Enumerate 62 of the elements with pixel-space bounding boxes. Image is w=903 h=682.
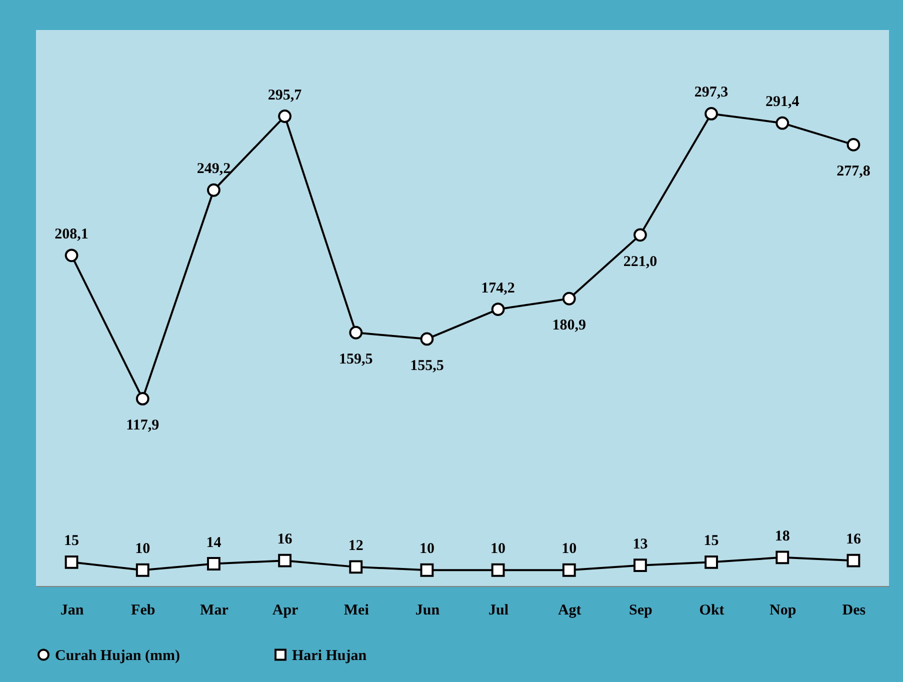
x-tick-label: Agt xyxy=(558,602,582,618)
x-tick-label: Okt xyxy=(699,602,724,618)
data-label: 10 xyxy=(135,541,150,558)
data-label: 155,5 xyxy=(410,358,444,374)
x-tick-label: Nop xyxy=(770,602,796,618)
point xyxy=(420,332,434,346)
data-label: 180,9 xyxy=(552,318,586,334)
x-tick-label: Jun xyxy=(415,602,440,618)
point xyxy=(846,138,860,152)
x-tick-label: Feb xyxy=(131,602,156,618)
point xyxy=(136,392,150,406)
point xyxy=(349,560,363,574)
x-tick-label: Jul xyxy=(488,602,509,618)
point xyxy=(491,302,505,316)
x-tick-label: Des xyxy=(842,602,866,618)
point xyxy=(562,563,576,577)
data-label: 13 xyxy=(632,536,648,552)
point xyxy=(846,554,860,568)
point xyxy=(634,228,647,242)
point xyxy=(704,555,718,569)
data-label: 297,3 xyxy=(694,84,728,101)
data-label: 18 xyxy=(774,528,790,544)
data-label: 15 xyxy=(64,533,80,550)
data-label: 291,4 xyxy=(766,94,800,110)
x-tick-label: Mei xyxy=(344,602,369,618)
point xyxy=(136,563,150,577)
data-label: 15 xyxy=(704,533,719,550)
point xyxy=(776,550,790,564)
point xyxy=(776,116,790,130)
data-label: 10 xyxy=(490,541,506,558)
point xyxy=(634,558,647,572)
data-label: 249,2 xyxy=(196,161,231,178)
point xyxy=(207,557,220,570)
x-tick-label: Jan xyxy=(60,602,84,618)
data-label: 295,7 xyxy=(268,87,302,104)
data-label: 277,8 xyxy=(836,164,870,180)
legend-label: Curah Hujan (mm) xyxy=(55,648,180,664)
data-label: 221,0 xyxy=(623,254,658,270)
point xyxy=(278,554,292,568)
point xyxy=(491,563,505,577)
data-label: 159,5 xyxy=(339,352,373,368)
x-tick-label: Sep xyxy=(629,602,652,618)
point xyxy=(349,326,363,340)
data-label: 14 xyxy=(206,534,222,551)
data-label: 117,9 xyxy=(126,418,160,434)
point xyxy=(64,555,78,569)
data-label: 16 xyxy=(277,532,293,548)
point xyxy=(207,183,220,197)
data-label: 12 xyxy=(348,538,364,554)
data-label: 16 xyxy=(846,532,862,548)
data-label: 208,1 xyxy=(54,226,88,242)
point xyxy=(420,563,434,577)
data-label: 10 xyxy=(562,541,577,558)
point xyxy=(278,110,292,123)
point xyxy=(562,292,576,306)
point xyxy=(64,248,78,262)
point xyxy=(704,107,718,120)
x-tick-label: Apr xyxy=(272,602,299,618)
legend-label: Hari Hujan xyxy=(292,648,368,664)
data-label: 174,2 xyxy=(481,280,515,296)
data-label: 10 xyxy=(419,541,434,558)
x-tick-label: Mar xyxy=(200,602,229,618)
